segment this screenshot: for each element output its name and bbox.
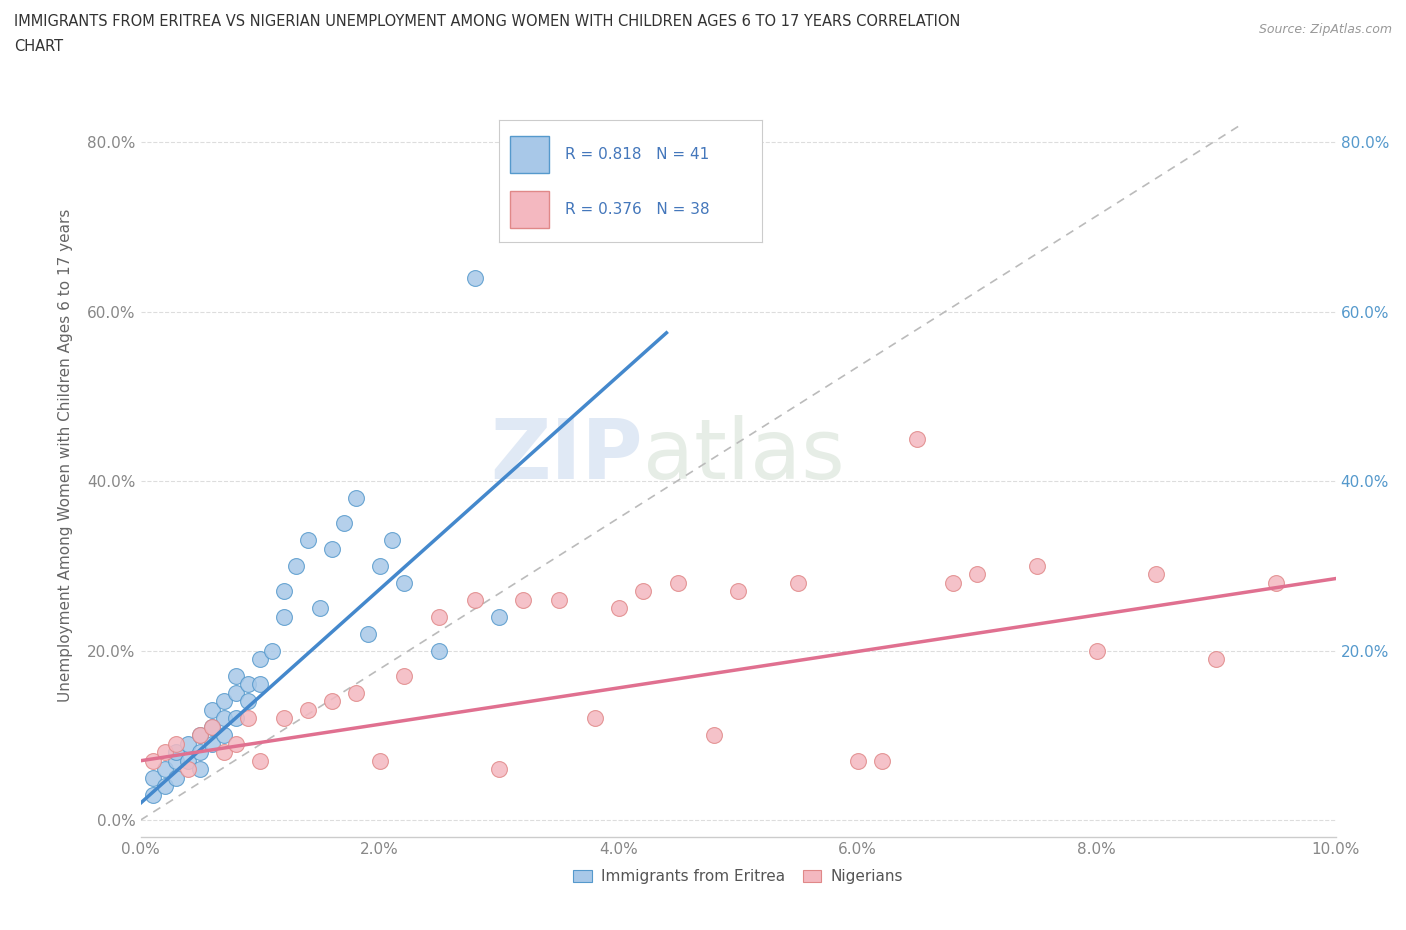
Point: [141, 787, 163, 802]
Point: [464, 592, 486, 607]
Point: [201, 720, 224, 735]
Point: [177, 762, 200, 777]
Point: [153, 762, 176, 777]
Point: [1146, 567, 1168, 582]
Point: [225, 669, 247, 684]
Point: [225, 737, 247, 751]
Point: [344, 491, 367, 506]
Point: [631, 584, 654, 599]
Point: [392, 576, 415, 591]
Point: [166, 745, 188, 760]
Text: atlas: atlas: [643, 415, 844, 497]
Point: [214, 711, 236, 725]
Point: [214, 694, 236, 709]
Point: [236, 694, 259, 709]
Point: [166, 753, 188, 768]
Point: [427, 609, 450, 624]
Point: [942, 576, 965, 591]
Point: [392, 669, 415, 684]
Point: [188, 762, 212, 777]
Point: [166, 770, 188, 785]
Point: [273, 584, 295, 599]
Point: [273, 711, 295, 725]
Point: [225, 685, 247, 700]
Point: [787, 576, 810, 591]
Text: CHART: CHART: [14, 39, 63, 54]
Point: [846, 753, 869, 768]
Point: [214, 728, 236, 743]
Point: [297, 702, 319, 717]
Point: [344, 685, 367, 700]
Text: ZIP: ZIP: [491, 415, 643, 497]
Point: [214, 745, 236, 760]
Point: [273, 609, 295, 624]
Point: [249, 652, 271, 667]
Point: [1205, 652, 1227, 667]
Point: [357, 626, 380, 641]
Point: [607, 601, 630, 616]
Point: [321, 541, 343, 556]
Point: [201, 720, 224, 735]
Point: [166, 737, 188, 751]
Point: [141, 753, 163, 768]
Legend: Immigrants from Eritrea, Nigerians: Immigrants from Eritrea, Nigerians: [567, 863, 910, 890]
Point: [225, 711, 247, 725]
Point: [488, 609, 510, 624]
Point: [153, 745, 176, 760]
Point: [583, 711, 606, 725]
Text: IMMIGRANTS FROM ERITREA VS NIGERIAN UNEMPLOYMENT AMONG WOMEN WITH CHILDREN AGES : IMMIGRANTS FROM ERITREA VS NIGERIAN UNEM…: [14, 14, 960, 29]
Point: [201, 702, 224, 717]
Point: [201, 737, 224, 751]
Point: [153, 778, 176, 793]
Point: [727, 584, 749, 599]
Point: [321, 694, 343, 709]
Point: [380, 533, 404, 548]
Point: [1265, 576, 1288, 591]
Point: [141, 770, 163, 785]
Point: [1026, 558, 1049, 573]
Point: [368, 753, 391, 768]
Point: [488, 762, 510, 777]
Text: Source: ZipAtlas.com: Source: ZipAtlas.com: [1258, 23, 1392, 36]
Point: [464, 271, 486, 286]
Point: [249, 753, 271, 768]
Point: [177, 753, 200, 768]
Point: [236, 711, 259, 725]
Point: [262, 644, 284, 658]
Point: [870, 753, 893, 768]
Y-axis label: Unemployment Among Women with Children Ages 6 to 17 years: Unemployment Among Women with Children A…: [59, 209, 73, 702]
Point: [703, 728, 725, 743]
Point: [368, 558, 391, 573]
Point: [249, 677, 271, 692]
Point: [548, 592, 571, 607]
Point: [309, 601, 332, 616]
Point: [333, 516, 356, 531]
Point: [297, 533, 319, 548]
Point: [966, 567, 988, 582]
Point: [236, 677, 259, 692]
Point: [907, 432, 929, 446]
Point: [512, 592, 534, 607]
Point: [1085, 644, 1108, 658]
Point: [427, 644, 450, 658]
Point: [668, 576, 690, 591]
Point: [284, 558, 308, 573]
Point: [188, 745, 212, 760]
Point: [177, 737, 200, 751]
Point: [188, 728, 212, 743]
Point: [188, 728, 212, 743]
